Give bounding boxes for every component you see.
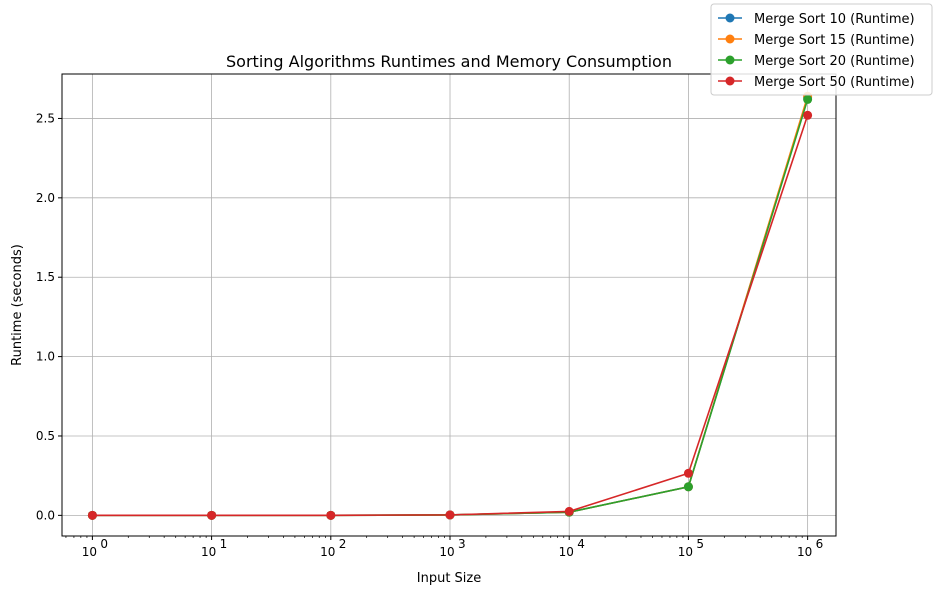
legend-item: Merge Sort 10 (Runtime) bbox=[718, 12, 915, 27]
data-point bbox=[803, 110, 813, 120]
data-point bbox=[564, 506, 574, 516]
legend-label: Merge Sort 10 (Runtime) bbox=[754, 12, 915, 27]
x-tick-label: 10 bbox=[439, 545, 454, 559]
x-tick-exponent: 5 bbox=[696, 537, 704, 551]
plot-area bbox=[61, 73, 837, 537]
chart-title: Sorting Algorithms Runtimes and Memory C… bbox=[226, 52, 672, 71]
data-point bbox=[87, 510, 97, 520]
x-tick-label: 10 bbox=[82, 545, 97, 559]
data-point bbox=[326, 510, 336, 520]
x-tick-label: 10 bbox=[559, 545, 574, 559]
legend-swatch-marker bbox=[725, 76, 735, 86]
legend-swatch-marker bbox=[725, 55, 735, 65]
y-tick-label: 1.5 bbox=[36, 270, 55, 284]
x-tick-label: 10 bbox=[678, 545, 693, 559]
x-tick-exponent: 6 bbox=[816, 537, 824, 551]
data-point bbox=[445, 510, 455, 520]
legend-label: Merge Sort 50 (Runtime) bbox=[754, 75, 915, 90]
x-tick-exponent: 2 bbox=[339, 537, 347, 551]
legend-label: Merge Sort 15 (Runtime) bbox=[754, 33, 915, 48]
y-tick-label: 2.5 bbox=[36, 111, 55, 125]
x-tick-label: 10 bbox=[797, 545, 812, 559]
x-tick-label: 10 bbox=[201, 545, 216, 559]
y-tick-label: 2.0 bbox=[36, 191, 55, 205]
legend-item: Merge Sort 15 (Runtime) bbox=[718, 33, 915, 48]
data-point bbox=[207, 510, 217, 520]
series-3 bbox=[87, 110, 813, 520]
legend-item: Merge Sort 20 (Runtime) bbox=[718, 54, 915, 69]
x-tick-exponent: 0 bbox=[100, 537, 108, 551]
x-tick-exponent: 4 bbox=[577, 537, 585, 551]
y-tick-label: 0.5 bbox=[36, 429, 55, 443]
y-axis-label: Runtime (seconds) bbox=[10, 244, 25, 366]
data-point bbox=[683, 468, 693, 478]
legend: Merge Sort 10 (Runtime) Merge Sort 15 (Ru… bbox=[710, 3, 933, 96]
grid bbox=[62, 74, 836, 536]
data-point bbox=[683, 482, 693, 492]
legend-label: Merge Sort 20 (Runtime) bbox=[754, 54, 915, 69]
x-tick-label: 10 bbox=[320, 545, 335, 559]
y-tick-label: 0.0 bbox=[36, 508, 55, 522]
legend-swatch-marker bbox=[725, 34, 735, 44]
legend-item: Merge Sort 50 (Runtime) bbox=[718, 75, 915, 90]
y-tick-label: 1.0 bbox=[36, 350, 55, 364]
x-tick-exponent: 3 bbox=[458, 537, 466, 551]
series-lines bbox=[87, 91, 813, 520]
x-tick-exponent: 1 bbox=[220, 537, 228, 551]
legend-box bbox=[710, 3, 933, 96]
legend-swatch-marker bbox=[725, 13, 735, 23]
x-axis-label: Input Size bbox=[417, 571, 481, 586]
data-point bbox=[803, 94, 813, 104]
